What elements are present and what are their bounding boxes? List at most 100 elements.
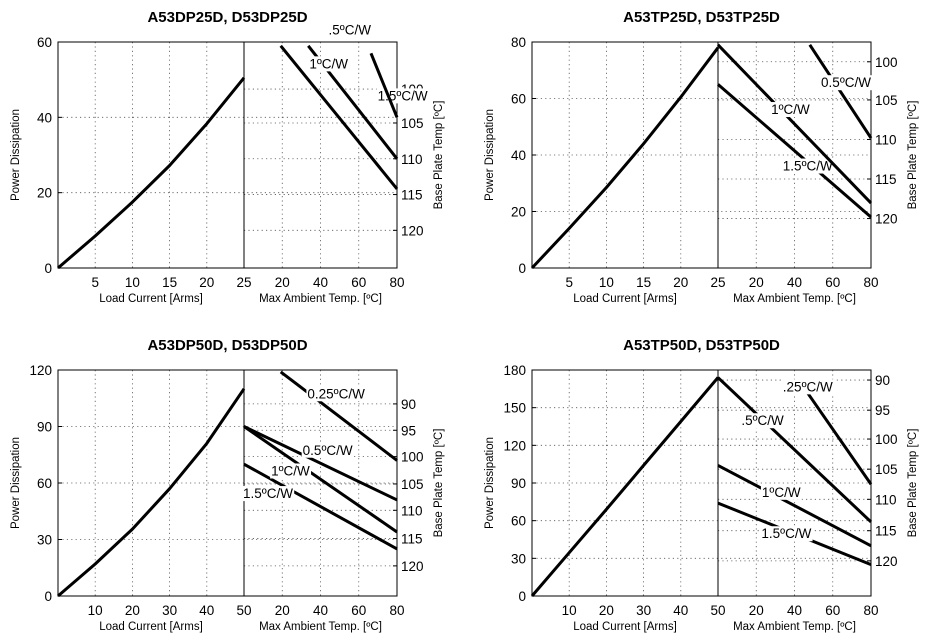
y-tick-label: 30 [511,551,526,566]
derating-line-label: 0.25ºC/W [307,386,365,401]
x-axis-label-ambient: Max Ambient Temp. [ºC] [733,293,856,305]
derating-line [717,464,872,548]
label-backdrop [781,379,834,395]
ambient-tick-label: 20 [749,603,764,618]
current-tick-label: 20 [199,275,214,290]
baseplate-tick-label: 105 [875,93,898,108]
x-axis-label-current: Load Current [Arms] [573,621,677,633]
ambient-tick-label: 60 [351,275,366,290]
label-backdrop [306,386,367,402]
y-tick-label: 80 [511,35,526,50]
x-axis-label-current: Load Current [Arms] [99,621,203,633]
y-tick-label: 60 [37,476,52,491]
baseplate-tick-label: 115 [875,524,897,539]
derating-line-label: .25ºC/W [783,379,833,394]
current-tick-label: 10 [562,603,577,618]
baseplate-tick-label: 105 [875,462,898,477]
current-tick-label: 5 [565,275,573,290]
current-tick-label: 50 [710,603,725,618]
baseplate-tick-label: 95 [401,423,416,438]
y-tick-label: 30 [37,533,52,548]
y-tick-label: 0 [518,589,526,604]
label-backdrop [820,75,873,91]
y-tick-label: 60 [37,35,52,50]
ambient-tick-label: 80 [863,275,878,290]
derating-line [717,83,872,219]
y-tick-label: 0 [44,261,52,276]
x-axis-label-ambient: Max Ambient Temp. [ºC] [733,621,856,633]
baseplate-tick-label: 120 [401,559,424,574]
y-tick-label: 90 [511,476,526,491]
current-tick-label: 25 [710,275,725,290]
y-axis-label: Power Dissipation [484,437,496,529]
baseplate-tick-label: 105 [401,116,424,131]
ambient-tick-label: 40 [787,275,802,290]
ambient-tick-label: 60 [825,603,840,618]
y-tick-label: 60 [511,92,526,107]
dissipation-curve [57,76,246,270]
y-axis-label-right: Base Plate Temp [ºC] [907,101,919,210]
derating-line [243,425,398,502]
derating-line-label: 1ºC/W [271,463,310,478]
current-tick-label: 10 [125,275,140,290]
current-tick-label: 20 [599,603,614,618]
ambient-tick-label: 20 [749,275,764,290]
derating-line-label: 1ºC/W [309,56,348,71]
dissipation-curve [530,376,720,597]
current-tick-label: 50 [236,603,251,618]
current-tick-label: 15 [162,275,177,290]
derating-line [279,44,399,190]
ambient-tick-label: 80 [863,603,878,618]
chart-panel: A53TP25D, D53TP25D 0 20 40 60 80 5 10 15 20 25 20 40… [484,9,919,305]
y-tick-label: 40 [511,148,526,163]
y-axis-label-right: Base Plate Temp [ºC] [907,429,919,538]
derating-line-label: 1.5ºC/W [761,526,811,541]
baseplate-tick-label: 115 [401,532,423,547]
current-tick-label: 40 [199,603,214,618]
y-axis-label: Power Dissipation [484,109,496,201]
derating-line [808,44,873,139]
baseplate-tick-label: 115 [401,188,423,203]
chart-panel: A53TP50D, D53TP50D 0 30 60 90 120 150 180 10 20 30… [484,337,919,633]
chart-title: A53TP50D, D53TP50D [623,337,780,354]
derating-line-label: .5ºC/W [741,413,784,428]
derating-line-label: 0.5ºC/W [303,443,353,458]
current-tick-label: 15 [636,275,651,290]
plot-frame [531,369,872,597]
current-tick-label: 25 [236,275,251,290]
label-backdrop [242,486,295,502]
chart-title: A53DP25D, D53DP25D [147,9,307,26]
y-axis-label-right: Base Plate Temp [ºC] [433,429,445,538]
ambient-tick-label: 60 [351,603,366,618]
baseplate-tick-label: 120 [875,554,898,569]
chart-panel: A53DP50D, D53DP50D 0 30 60 90 120 10 20 30 40 50 20… [10,337,445,633]
derating-line [716,376,873,524]
x-axis-label-ambient: Max Ambient Temp. [ºC] [259,621,382,633]
ambient-tick-label: 40 [313,603,328,618]
baseplate-tick-label: 120 [401,223,424,238]
ambient-tick-label: 20 [275,275,290,290]
baseplate-tick-label: 120 [875,212,898,227]
baseplate-tick-label: 100 [401,450,424,465]
label-backdrop [760,526,813,542]
derating-line [716,43,873,205]
y-axis-label: Power Dissipation [10,437,22,529]
baseplate-tick-label: 110 [875,132,897,147]
current-tick-label: 30 [162,603,177,618]
current-tick-label: 20 [673,275,688,290]
baseplate-tick-label: 105 [401,477,424,492]
baseplate-tick-label: 90 [875,373,890,388]
ambient-tick-label: 80 [389,275,404,290]
chart-title: A53DP50D, D53DP50D [147,337,307,354]
derating-line [369,52,399,118]
derating-line-label: 1.5ºC/W [243,486,293,501]
baseplate-tick-label: 100 [875,55,898,70]
label-backdrop [270,463,312,479]
label-backdrop [327,22,373,38]
y-tick-label: 120 [503,438,526,453]
y-tick-label: 90 [37,420,52,435]
y-tick-label: 180 [503,363,526,378]
baseplate-tick-label: 90 [401,397,416,412]
chart-panel: A53DP25D, D53DP25D 0 20 40 60 5 10 15 20 25 20 40 60… [10,9,445,305]
